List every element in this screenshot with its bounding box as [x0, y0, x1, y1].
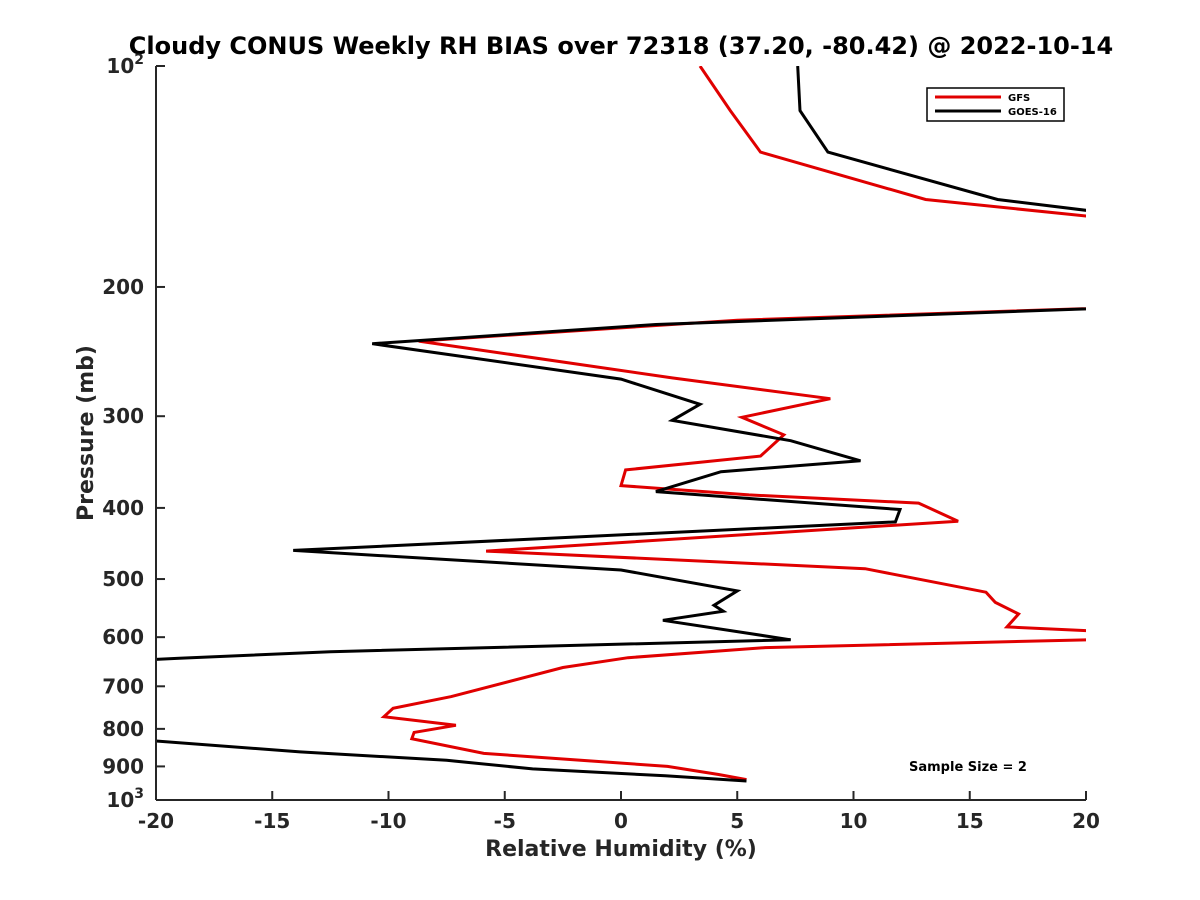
series-line-goes-16 [156, 66, 1086, 783]
y-tick-label: 600 [102, 625, 144, 649]
y-tick-label: 900 [102, 754, 144, 778]
x-tick-label: 5 [730, 809, 744, 833]
x-tick-label: -20 [138, 809, 174, 833]
y-tick-label: 700 [102, 674, 144, 698]
legend: GFS GOES-16 [926, 87, 1065, 122]
legend-label-gfs: GFS [1008, 93, 1030, 104]
x-tick-label: -10 [370, 809, 406, 833]
series-layer [156, 66, 1086, 783]
sample-size-annotation: Sample Size = 2 [909, 760, 1027, 775]
x-tick-label: 15 [956, 809, 984, 833]
x-tick-label: 0 [614, 809, 628, 833]
series-line-gfs [380, 66, 1086, 782]
y-tick-label: 300 [102, 404, 144, 428]
y-tick-label: 103 [106, 786, 144, 812]
x-tick-label: 20 [1072, 809, 1100, 833]
y-tick-label: 500 [102, 567, 144, 591]
chart-title: Cloudy CONUS Weekly RH BIAS over 72318 (… [129, 32, 1113, 60]
y-tick-label: 400 [102, 496, 144, 520]
y-tick-label: 800 [102, 717, 144, 741]
y-tick-label: 102 [106, 52, 144, 78]
x-tick-label: -5 [494, 809, 516, 833]
x-tick-label: 10 [840, 809, 868, 833]
x-tick-label: -15 [254, 809, 290, 833]
y-axis-label: Pressure (mb) [74, 345, 99, 521]
x-axis-label: Relative Humidity (%) [485, 837, 757, 862]
legend-box [926, 87, 1065, 122]
axes-layer: -20 -15 -10 -5 0 5 10 15 20 102 200 300 400 500 600 700… [102, 52, 1100, 833]
legend-label-goes-16: GOES-16 [1008, 107, 1057, 118]
y-tick-label: 200 [102, 275, 144, 299]
